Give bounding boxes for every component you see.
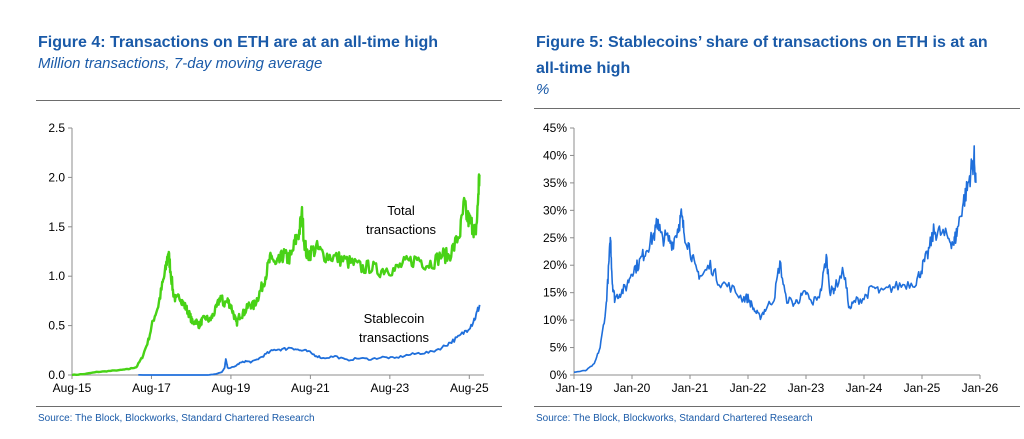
x-tick-label: Aug-17: [132, 381, 171, 395]
x-tick-label: Aug-21: [291, 381, 330, 395]
y-tick-label: 1.0: [48, 269, 65, 283]
figure-4-title: Figure 4: Transactions on ETH are at an …: [38, 34, 439, 51]
y-tick-label: 1.5: [48, 220, 65, 234]
y-tick-label: 20%: [543, 258, 567, 272]
x-tick-label: Aug-19: [212, 381, 251, 395]
x-tick-label: Jan-20: [614, 381, 651, 395]
y-tick-label: 40%: [543, 148, 567, 162]
figure-5-panel: Figure 5: Stablecoins’ share of transact…: [516, 0, 1024, 439]
y-tick-label: 2.5: [48, 121, 65, 135]
x-tick-label: Jan-25: [904, 381, 941, 395]
y-tick-label: 10%: [543, 313, 567, 327]
total-annotation-line-1: Total: [387, 203, 415, 218]
figure-5-source: Source: The Block, Blockworks, Standard …: [536, 413, 813, 424]
x-tick-label: Jan-19: [556, 381, 593, 395]
figure-5-bottom-rule: [534, 406, 1020, 407]
x-tick-label: Jan-22: [730, 381, 767, 395]
figure-4-source: Source: The Block, Blockworks, Standard …: [38, 413, 315, 424]
figure-5-top-rule: [534, 108, 1020, 109]
y-tick-label: 45%: [543, 121, 567, 135]
x-tick-label: Aug-15: [53, 381, 92, 395]
figure-5-chart: 0% 5% 10% 15% 20% 25% 30% 35% 40% 45% Jan-19 Jan-20…: [543, 121, 999, 395]
figure-4-subtitle: Million transactions, 7-day moving avera…: [38, 55, 323, 72]
x-tick-label: Jan-23: [788, 381, 825, 395]
total-transactions-line: [71, 173, 481, 377]
y-tick-label: 0%: [550, 368, 568, 382]
figure-4-panel: Figure 4: Transactions on ETH are at an …: [0, 0, 508, 439]
stablecoin-transactions-line: [138, 304, 481, 376]
y-tick-label: 2.0: [48, 170, 65, 184]
total-annotation-line-2: transactions: [366, 222, 437, 237]
y-tick-label: 5%: [550, 341, 568, 355]
figure-4-bottom-rule: [36, 406, 502, 407]
x-tick-label: Jan-21: [672, 381, 709, 395]
y-tick-label: 35%: [543, 176, 567, 190]
figure-5-title: Figure 5: Stablecoins’ share of transact…: [536, 34, 988, 77]
figure-5-subtitle: %: [536, 81, 550, 98]
stablecoin-annotation-line-2: transactions: [359, 330, 430, 345]
y-tick-label: 0.5: [48, 319, 65, 333]
x-tick-label: Aug-25: [450, 381, 489, 395]
y-tick-label: 30%: [543, 203, 567, 217]
figure-4-top-rule: [36, 100, 502, 101]
stablecoin-share-line: [573, 145, 977, 373]
y-tick-label: 25%: [543, 231, 567, 245]
x-tick-label: Jan-24: [846, 381, 883, 395]
x-tick-label: Aug-23: [370, 381, 409, 395]
y-tick-label: 0.0: [48, 368, 65, 382]
stablecoin-annotation-line-1: Stablecoin: [364, 311, 425, 326]
y-tick-label: 15%: [543, 286, 567, 300]
figure-4-chart: Total transactions Stablecoin transactio…: [48, 121, 489, 395]
x-tick-label: Jan-26: [962, 381, 999, 395]
